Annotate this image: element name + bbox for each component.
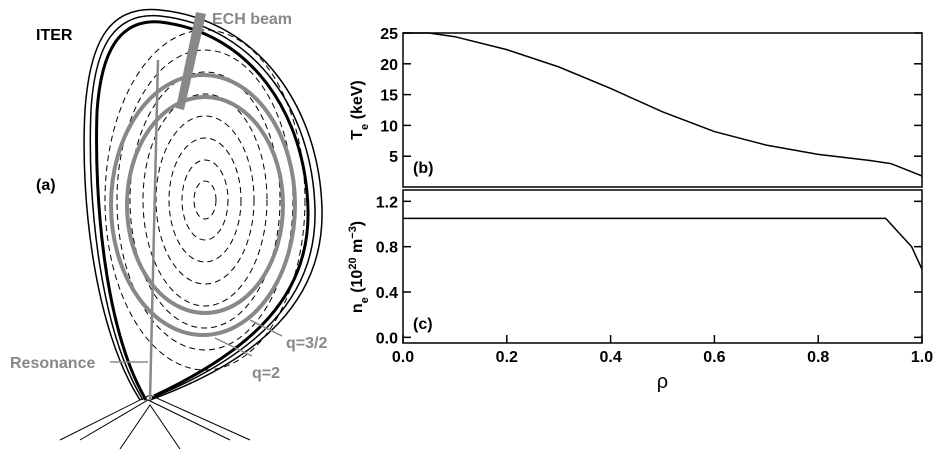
x-tick-label: 1.0 — [911, 349, 933, 366]
ylabel: −3 — [347, 226, 359, 239]
label: Resonance — [10, 355, 95, 372]
label: q=3/2 — [286, 335, 327, 352]
y-tick-label: 25 — [380, 26, 398, 43]
ylabel: 20 — [347, 257, 359, 269]
y-tick-label: 5 — [389, 149, 398, 166]
ylabel: e — [359, 297, 371, 303]
x-tick-label: 0.2 — [496, 349, 518, 366]
ylabel: e — [359, 124, 371, 130]
ylabel: (keV) — [349, 80, 366, 124]
pointer — [110, 319, 283, 363]
x-tick-label: 0.6 — [703, 349, 725, 366]
plot-frame — [402, 189, 923, 344]
y-axis-label: Te (keV) — [349, 80, 371, 139]
ylabel: (10 — [349, 270, 366, 298]
data-line — [403, 32, 923, 177]
panel-label: (b) — [413, 160, 433, 177]
y-tick-label: 1.2 — [376, 194, 398, 211]
x-tick-label: 0.0 — [392, 349, 414, 366]
y-tick-label: 0.4 — [376, 285, 398, 302]
y-tick-label: 15 — [380, 88, 398, 105]
y-tick-label: 0.8 — [376, 240, 398, 257]
label: ECH beam — [212, 11, 292, 28]
separatrix — [59, 8, 323, 450]
resonance-line — [148, 59, 160, 401]
ylabel: m — [349, 239, 366, 258]
y-tick-label: 10 — [380, 118, 398, 135]
x-tick-label: 0.8 — [807, 349, 829, 366]
ylabel: T — [349, 130, 366, 140]
panel-label: (c) — [413, 316, 433, 333]
data-line — [403, 217, 923, 270]
ylabel: ) — [349, 221, 366, 226]
diagram-title: ITER — [36, 27, 73, 44]
plot-frame — [402, 32, 923, 188]
tokamak-diagram: ITER (a) ECH beam Resonance q=3/2 q=2 — [10, 8, 327, 450]
label: q=2 — [252, 365, 280, 382]
y-tick-label: 20 — [380, 57, 398, 74]
ylabel: n — [349, 303, 366, 313]
x-axis-label: ρ — [657, 371, 668, 393]
y-tick-label: 0.0 — [376, 330, 398, 347]
ech-beam — [176, 12, 206, 110]
q2-surface — [109, 73, 297, 337]
panel-label: (a) — [36, 177, 56, 194]
y-axis-label: ne (1020 m−3) — [347, 221, 371, 313]
q32-surface — [125, 95, 285, 315]
x-tick-label: 0.4 — [599, 349, 621, 366]
